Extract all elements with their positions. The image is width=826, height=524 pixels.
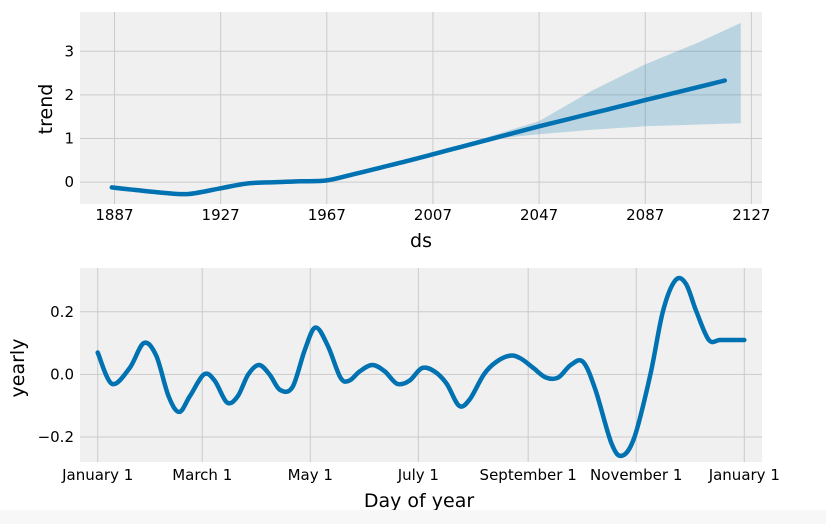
trend-xtick-label: 1967 [308, 206, 346, 224]
yearly-y-axis-label: yearly [7, 339, 29, 398]
yearly-line [95, 275, 747, 459]
trend-ytick-label: 3 [64, 42, 74, 60]
trend-y-axis-label: trend [35, 84, 57, 135]
trend-x-axis-label: ds [410, 230, 432, 252]
trend-xtick-label: 2087 [626, 206, 664, 224]
yearly-ytick-label: 0.2 [50, 303, 74, 321]
yearly-xtick-label: May 1 [288, 466, 333, 484]
trend-xtick-labels: 1887 1927 1967 2007 2047 2087 2127 [95, 206, 770, 224]
trend-uncertainty-band [475, 22, 741, 141]
trend-ytick-label: 2 [64, 86, 74, 104]
trend-panel: 1887 1927 1967 2007 2047 2087 2127 0 1 2 3 ds tre… [35, 12, 770, 252]
yearly-xtick-label: July 1 [397, 466, 439, 484]
yearly-ytick-labels: −0.2 0.0 0.2 [38, 303, 74, 446]
yearly-xtick-label: November 1 [590, 466, 682, 484]
yearly-plot-background [80, 268, 762, 462]
trend-xtick-label: 2047 [520, 206, 558, 224]
yearly-ytick-label: 0.0 [50, 365, 74, 383]
trend-plot-background [80, 12, 762, 204]
yearly-ytick-label: −0.2 [38, 428, 74, 446]
trend-ytick-labels: 0 1 2 3 [64, 42, 74, 191]
yearly-xtick-label: January 1 [708, 466, 780, 484]
trend-ytick-label: 0 [64, 173, 74, 191]
trend-xtick-label: 1927 [202, 206, 240, 224]
trend-ytick-label: 1 [64, 130, 74, 148]
trend-line [109, 78, 728, 197]
yearly-xtick-label: March 1 [172, 466, 232, 484]
trend-xtick-label: 2127 [732, 206, 770, 224]
trend-xtick-label: 2007 [414, 206, 452, 224]
yearly-x-axis-label: Day of year [364, 490, 474, 512]
trend-xtick-label: 1887 [95, 206, 133, 224]
yearly-xtick-labels: January 1 March 1 May 1 July 1 September 1 No… [61, 466, 780, 484]
trend-grid [80, 12, 762, 204]
footer-strip [0, 510, 826, 524]
yearly-xtick-label: September 1 [480, 466, 577, 484]
yearly-panel: January 1 March 1 May 1 July 1 September 1 No… [7, 268, 780, 512]
yearly-xtick-label: January 1 [61, 466, 133, 484]
